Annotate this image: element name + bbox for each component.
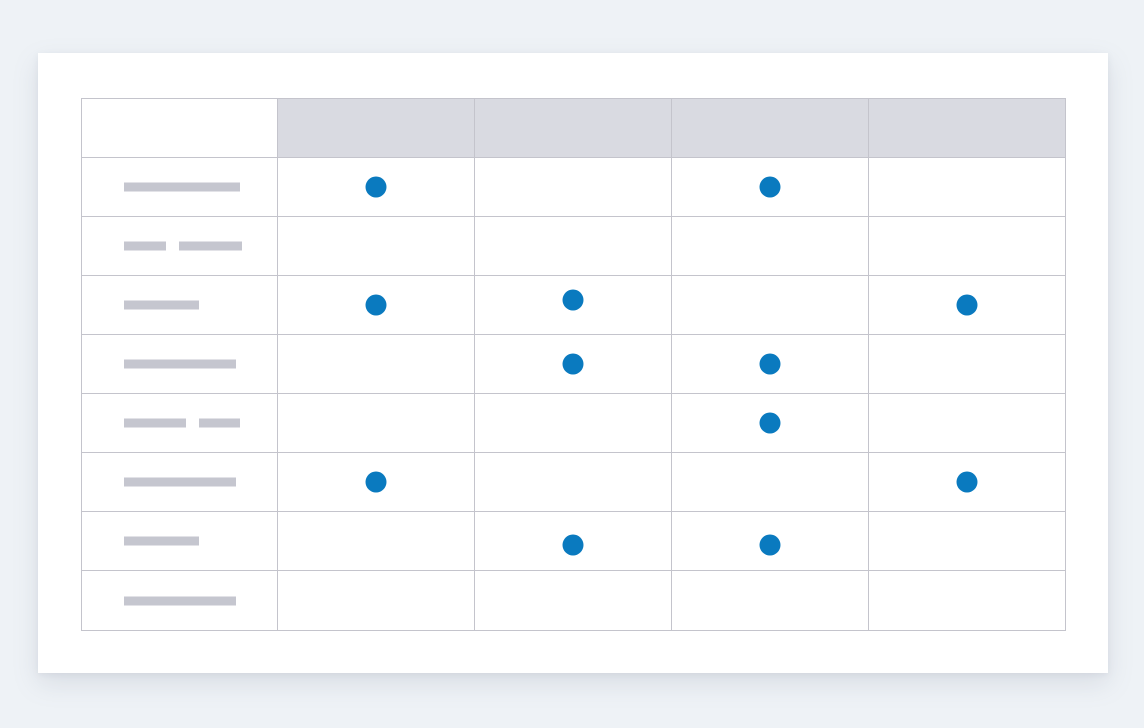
column-header-cell	[475, 99, 672, 158]
matrix-cell	[869, 512, 1065, 571]
matrix-cell	[672, 453, 869, 512]
row-label-cell	[82, 335, 278, 394]
placeholder-text-bar	[124, 536, 199, 546]
matrix-cell	[475, 571, 672, 630]
check-dot-icon	[562, 289, 584, 311]
matrix-cell	[672, 335, 869, 394]
row-label-cell	[82, 453, 278, 512]
check-dot-icon	[956, 294, 978, 316]
matrix-cell	[278, 335, 475, 394]
row-label-placeholder	[124, 300, 199, 310]
row-label-cell	[82, 158, 278, 217]
matrix-cell	[869, 276, 1065, 335]
row-label-placeholder	[124, 536, 199, 546]
matrix-cell	[672, 158, 869, 217]
matrix-cell	[278, 276, 475, 335]
matrix-cell	[475, 335, 672, 394]
placeholder-text-bar	[124, 477, 236, 487]
row-label-placeholder	[124, 241, 242, 251]
matrix-cell	[278, 158, 475, 217]
matrix-cell	[869, 158, 1065, 217]
column-header-cell	[869, 99, 1065, 158]
matrix-cell	[672, 394, 869, 453]
row-label-placeholder	[124, 596, 236, 605]
row-label-cell	[82, 571, 278, 630]
placeholder-text-bar	[124, 359, 236, 369]
matrix-cell	[475, 217, 672, 276]
row-label-cell	[82, 512, 278, 571]
column-header-cell	[672, 99, 869, 158]
matrix-cell	[278, 571, 475, 630]
check-dot-icon	[759, 534, 781, 556]
matrix-cell	[869, 394, 1065, 453]
feature-matrix-table	[81, 98, 1066, 631]
matrix-cell	[672, 276, 869, 335]
placeholder-text-bar	[124, 182, 240, 192]
matrix-cell	[869, 335, 1065, 394]
check-dot-icon	[365, 471, 387, 493]
matrix-cell	[278, 453, 475, 512]
row-label-placeholder	[124, 182, 240, 192]
matrix-card	[38, 53, 1108, 673]
matrix-cell	[278, 394, 475, 453]
matrix-cell	[672, 571, 869, 630]
matrix-cell	[475, 276, 672, 335]
matrix-cell	[672, 217, 869, 276]
placeholder-text-bar	[179, 241, 242, 251]
row-label-placeholder	[124, 477, 236, 487]
check-dot-icon	[759, 353, 781, 375]
placeholder-text-bar	[124, 300, 199, 310]
row-label-cell	[82, 217, 278, 276]
check-dot-icon	[562, 534, 584, 556]
matrix-cell	[869, 217, 1065, 276]
matrix-cell	[278, 217, 475, 276]
matrix-cell	[475, 512, 672, 571]
row-label-placeholder	[124, 418, 240, 428]
row-label-placeholder	[124, 359, 236, 369]
check-dot-icon	[956, 471, 978, 493]
matrix-cell	[869, 453, 1065, 512]
check-dot-icon	[759, 176, 781, 198]
check-dot-icon	[759, 412, 781, 434]
column-header-cell	[278, 99, 475, 158]
check-dot-icon	[365, 294, 387, 316]
header-corner-cell	[82, 99, 278, 158]
matrix-cell	[278, 512, 475, 571]
placeholder-text-bar	[124, 241, 166, 251]
placeholder-text-bar	[124, 418, 186, 428]
matrix-cell	[475, 158, 672, 217]
row-label-cell	[82, 276, 278, 335]
placeholder-text-bar	[124, 596, 236, 605]
matrix-cell	[475, 453, 672, 512]
check-dot-icon	[365, 176, 387, 198]
row-label-cell	[82, 394, 278, 453]
matrix-cell	[869, 571, 1065, 630]
matrix-cell	[672, 512, 869, 571]
matrix-cell	[475, 394, 672, 453]
check-dot-icon	[562, 353, 584, 375]
placeholder-text-bar	[199, 418, 240, 428]
